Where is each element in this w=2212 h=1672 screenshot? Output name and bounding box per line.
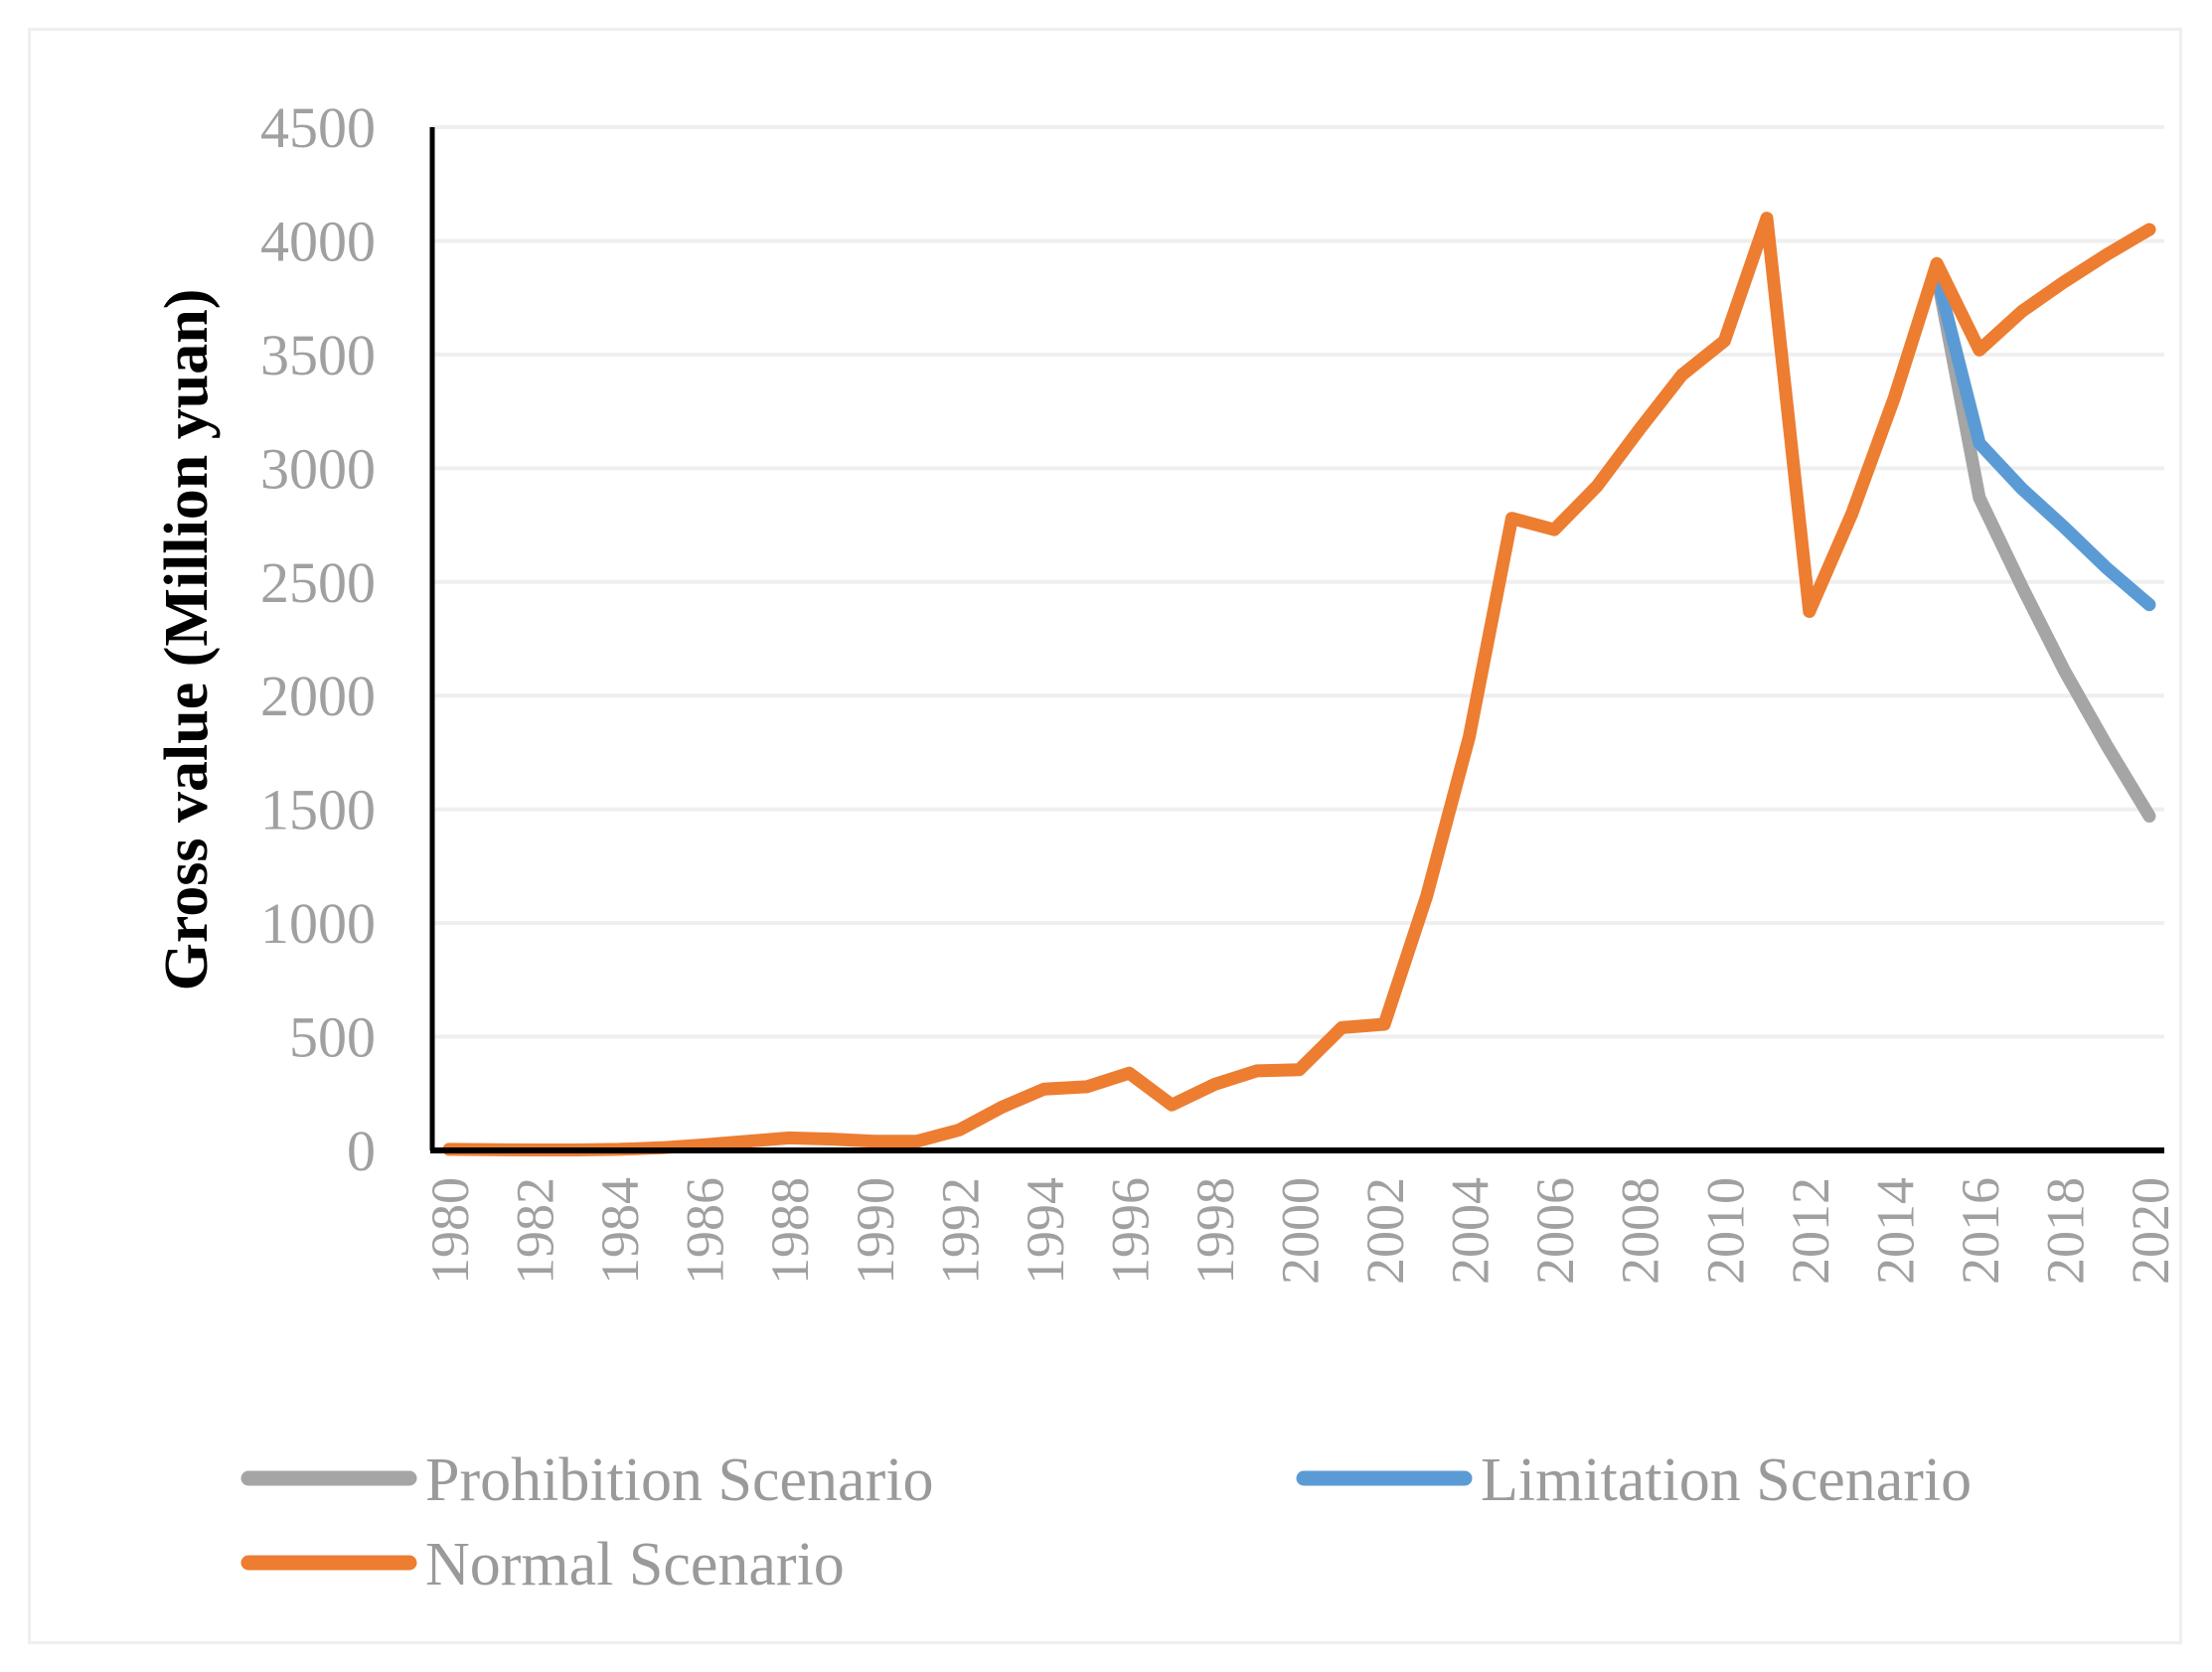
x-tick-label: 1990 bbox=[846, 1177, 905, 1285]
y-tick-label: 3000 bbox=[260, 436, 376, 501]
legend-label-prohibition-scenario: Prohibition Scenario bbox=[425, 1446, 933, 1514]
y-axis-tick-labels: 0 500 1000 1500 2000 2500 3000 3500 4000 4500 bbox=[260, 95, 376, 1183]
y-tick-label: 0 bbox=[347, 1119, 376, 1183]
x-tick-label: 1994 bbox=[1016, 1177, 1075, 1285]
x-tick-label: 2008 bbox=[1611, 1177, 1670, 1285]
y-tick-label: 4000 bbox=[260, 209, 376, 273]
y-tick-label: 2500 bbox=[260, 550, 376, 615]
series-lines bbox=[442, 212, 2156, 1156]
series-line-normal-scenario bbox=[442, 212, 2156, 1156]
y-tick-label: 2000 bbox=[260, 664, 376, 728]
x-tick-label: 2020 bbox=[2121, 1177, 2180, 1285]
chart-frame bbox=[28, 28, 2182, 1644]
y-tick-label: 500 bbox=[289, 1005, 376, 1070]
y-tick-label: 1500 bbox=[260, 778, 376, 842]
x-tick-label: 1998 bbox=[1185, 1177, 1245, 1285]
y-tick-label: 1000 bbox=[260, 891, 376, 956]
x-tick-label: 1984 bbox=[590, 1177, 650, 1285]
x-tick-label: 2006 bbox=[1525, 1177, 1585, 1285]
y-tick-label: 3500 bbox=[260, 323, 376, 387]
y-tick-label: 4500 bbox=[260, 95, 376, 160]
x-tick-label: 1982 bbox=[506, 1177, 565, 1285]
x-tick-label: 1992 bbox=[930, 1177, 990, 1285]
gridlines bbox=[432, 125, 2164, 1039]
legend-label-limitation-scenario: Limitation Scenario bbox=[1481, 1446, 1972, 1514]
legend-label-normal-scenario: Normal Scenario bbox=[425, 1531, 845, 1598]
x-axis-tick-labels: 1980 1982 1984 1986 1988 1990 1992 1994 1996 1998… bbox=[420, 1177, 2180, 1285]
x-tick-label: 1996 bbox=[1100, 1177, 1160, 1285]
series-line-limitation-scenario bbox=[1930, 268, 2156, 612]
x-tick-label: 2016 bbox=[1951, 1177, 2010, 1285]
x-tick-label: 2012 bbox=[1781, 1177, 1840, 1285]
x-tick-label: 2004 bbox=[1441, 1177, 1501, 1285]
x-tick-label: 2000 bbox=[1271, 1177, 1331, 1285]
x-tick-label: 2014 bbox=[1865, 1177, 1925, 1285]
x-tick-label: 1980 bbox=[420, 1177, 480, 1285]
legend: Prohibition Scenario Limitation Scenario N… bbox=[240, 1446, 1972, 1598]
x-tick-label: 2018 bbox=[2035, 1177, 2095, 1285]
x-tick-label: 2002 bbox=[1355, 1177, 1415, 1285]
y-axis-label: Gross value (Million yuan) bbox=[153, 289, 221, 991]
x-tick-label: 1988 bbox=[760, 1177, 820, 1285]
x-tick-label: 1986 bbox=[676, 1177, 735, 1285]
x-tick-label: 2010 bbox=[1695, 1177, 1755, 1285]
series-line-prohibition-scenario bbox=[1930, 268, 2156, 823]
